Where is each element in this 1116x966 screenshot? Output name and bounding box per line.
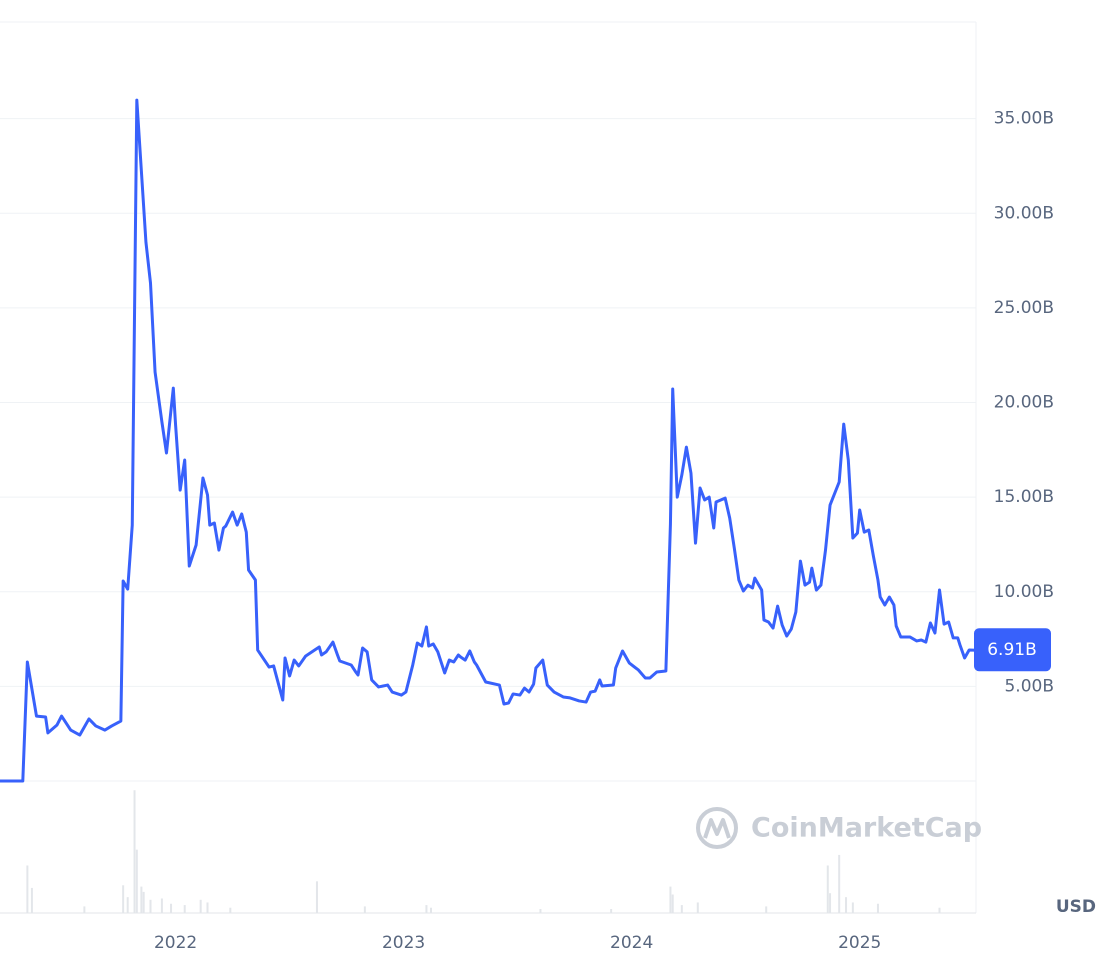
volume-bar (610, 909, 613, 913)
volume-bar (26, 865, 29, 913)
volume-bar (429, 907, 432, 913)
currency-label: USD (1056, 897, 1096, 917)
volume-bar (133, 790, 136, 913)
y-tick-label: 35.00B (994, 109, 1054, 129)
volume-bar (765, 906, 768, 913)
volume-bar (829, 893, 832, 913)
volume-bar (30, 887, 33, 913)
x-tick-label: 2022 (154, 933, 197, 953)
x-tick-label: 2025 (838, 933, 881, 953)
volume-bar (363, 906, 366, 913)
y-tick-label: 5.00B (1004, 676, 1054, 696)
volume-bar (845, 897, 848, 913)
volume-bar (140, 886, 143, 913)
volume-bar (696, 902, 699, 913)
volume-bar (142, 891, 145, 913)
y-tick-label: 30.00B (994, 203, 1054, 223)
volume-bar (122, 885, 125, 913)
volume-bar (83, 906, 86, 913)
volume-bar (126, 897, 129, 913)
y-tick-label: 20.00B (994, 393, 1054, 413)
volume-bar (160, 898, 163, 913)
volume-bar (170, 903, 173, 913)
x-tick-label: 2024 (610, 933, 653, 953)
price-line (0, 98, 977, 783)
volume-bar (539, 909, 542, 913)
volume-bar (229, 907, 232, 913)
watermark-logo (696, 807, 738, 849)
last-price-badge (974, 628, 1051, 672)
y-tick-label: 10.00B (994, 582, 1054, 602)
volume-bar (669, 886, 672, 913)
volume-bar (938, 907, 941, 913)
x-tick-label: 2023 (382, 933, 425, 953)
volume-bar (425, 905, 428, 913)
volume-bar (826, 865, 829, 913)
volume-bar (838, 854, 841, 913)
volume-bar (671, 894, 674, 913)
volume-bar (206, 902, 209, 913)
volume-bar (183, 905, 186, 913)
volume-bar (876, 903, 879, 913)
y-tick-label: 25.00B (994, 298, 1054, 318)
volume-bar (315, 881, 318, 913)
volume-bar (135, 849, 138, 913)
volume-bar (149, 899, 152, 913)
y-tick-label: 15.00B (994, 487, 1054, 507)
watermark: CoinMarketCap (751, 813, 982, 844)
volume-bar (680, 905, 683, 913)
volume-bar (199, 899, 202, 913)
volume-bar (851, 902, 854, 913)
last-price-label: 6.91B (987, 640, 1037, 660)
